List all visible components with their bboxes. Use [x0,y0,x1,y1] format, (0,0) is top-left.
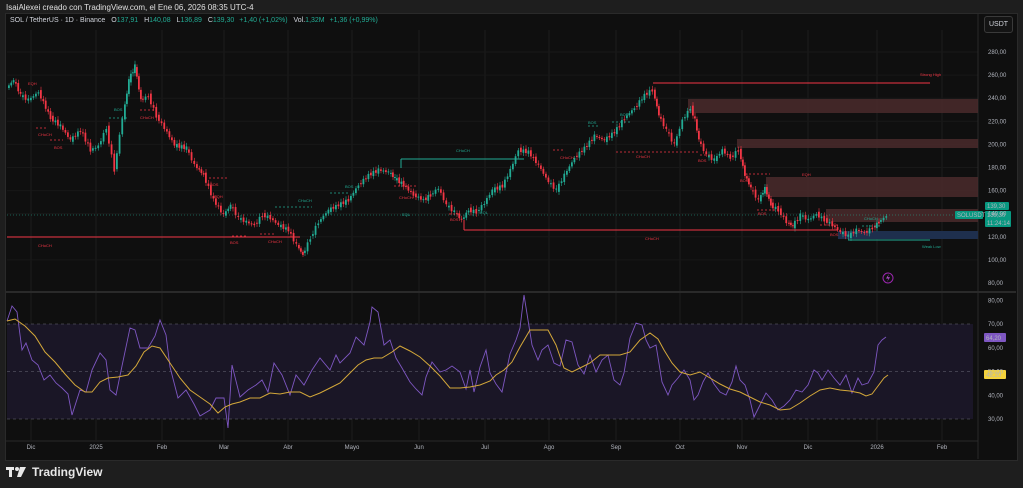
svg-text:140,00: 140,00 [988,212,1007,218]
svg-text:260,00: 260,00 [988,73,1007,79]
svg-text:EQH: EQH [802,172,811,177]
svg-text:11:24:14: 11:24:14 [987,221,1011,227]
svg-text:CHoCH: CHoCH [645,236,659,241]
svg-text:EQH: EQH [28,81,37,86]
change-value: +1,40 (+1,02%) [239,17,288,24]
svg-text:BOS: BOS [210,182,219,187]
svg-text:80,00: 80,00 [988,298,1004,304]
svg-text:BOS: BOS [588,120,597,125]
svg-text:Strong High: Strong High [920,72,941,77]
svg-text:139,30: 139,30 [987,213,1006,219]
svg-text:BOS: BOS [230,240,239,245]
svg-text:CHoCH: CHoCH [636,154,650,159]
svg-text:CHoCH: CHoCH [38,132,52,137]
svg-text:CHoCH: CHoCH [864,216,878,221]
svg-text:Dic: Dic [804,445,813,451]
svg-text:2025: 2025 [89,445,103,451]
svg-text:CHoCH: CHoCH [298,198,312,203]
svg-text:280,00: 280,00 [988,50,1007,56]
supply-zone [688,99,978,113]
rsi-ma-line [6,318,889,414]
svg-text:120,00: 120,00 [988,235,1007,241]
low-value: 136,89 [180,17,202,24]
price-axis[interactable] [955,202,1011,227]
supply-zone [737,139,978,148]
svg-text:160,00: 160,00 [988,189,1007,195]
svg-text:EQL: EQL [402,212,411,217]
svg-text:CHoCH: CHoCH [140,115,154,120]
svg-text:220,00: 220,00 [988,119,1007,125]
svg-text:2026: 2026 [870,445,884,451]
svg-text:70,00: 70,00 [988,322,1004,328]
svg-text:BOS: BOS [450,217,459,222]
svg-text:CHoCH: CHoCH [456,148,470,153]
svg-text:EQH: EQH [214,194,223,199]
svg-text:139,30: 139,30 [987,204,1006,210]
tradingview-logo-icon [6,467,26,477]
svg-text:Sep: Sep [611,445,622,451]
symbol-legend: SOL / TetherUS · 1D · Binance O137,91 H1… [10,17,378,24]
svg-text:180,00: 180,00 [988,166,1007,172]
svg-text:40,00: 40,00 [988,393,1004,399]
svg-text:Jun: Jun [414,445,424,451]
brand-name: TradingView [32,465,103,479]
svg-text:240,00: 240,00 [988,96,1007,102]
svg-text:BOS: BOS [114,107,123,112]
svg-text:BOS: BOS [54,145,63,150]
svg-text:BOS: BOS [345,184,354,189]
demand-zone [838,231,978,239]
svg-text:BOS: BOS [620,112,629,117]
ticker-tag [955,211,983,219]
svg-text:Mar: Mar [219,445,229,451]
currency-button[interactable]: USDT [984,16,1013,33]
rsi-axis[interactable] [984,333,1006,379]
svg-text:30,00: 30,00 [988,417,1004,423]
svg-text:Oct: Oct [675,445,685,451]
svg-text:100,00: 100,00 [988,258,1007,264]
svg-text:50,00: 50,00 [988,370,1004,376]
svg-text:CHoCH: CHoCH [399,195,413,200]
svg-text:CHoCH: CHoCH [268,239,282,244]
svg-text:SOLUSDT: SOLUSDT [957,213,986,219]
supply-zone [766,177,978,197]
candlestick-series [8,60,888,257]
svg-text:EQL: EQL [480,210,489,215]
close-value: 139,30 [212,17,235,24]
svg-text:Jul: Jul [481,445,489,451]
svg-text:CHoCH: CHoCH [38,243,52,248]
footer: TradingView [6,463,102,481]
open-value: 137,91 [116,17,139,24]
supply-zone [826,209,978,222]
alert-lightning-icon[interactable] [882,272,894,284]
high-value: 140,08 [149,17,171,24]
svg-text:80,00: 80,00 [988,281,1004,287]
svg-text:Dic: Dic [27,445,36,451]
svg-text:CHoCH: CHoCH [560,155,574,160]
svg-text:60,00: 60,00 [988,346,1004,352]
volume-change: +1,36 (+0,99%) [329,17,378,24]
svg-text:Ago: Ago [544,445,555,451]
volume-value: 1,32M [305,17,325,24]
svg-text:48,20: 48,20 [986,373,1002,379]
svg-text:Nov: Nov [737,445,748,451]
symbol-title[interactable]: SOL / TetherUS · 1D · Binance [10,17,106,24]
svg-text:Feb: Feb [157,445,168,451]
svg-text:Feb: Feb [937,445,948,451]
svg-text:BOS: BOS [698,158,707,163]
svg-text:Weak Low: Weak Low [922,244,941,249]
svg-text:BOS: BOS [740,178,749,183]
svg-text:64,20: 64,20 [986,336,1002,342]
rsi-line [6,294,887,429]
svg-text:Abr: Abr [283,445,292,451]
svg-text:Mayo: Mayo [345,445,360,451]
chart-caption: IsaiAlexei creado con TradingView.com, e… [6,3,254,12]
svg-text:BOS: BOS [830,232,839,237]
svg-text:200,00: 200,00 [988,142,1007,148]
svg-text:BOS: BOS [758,211,767,216]
